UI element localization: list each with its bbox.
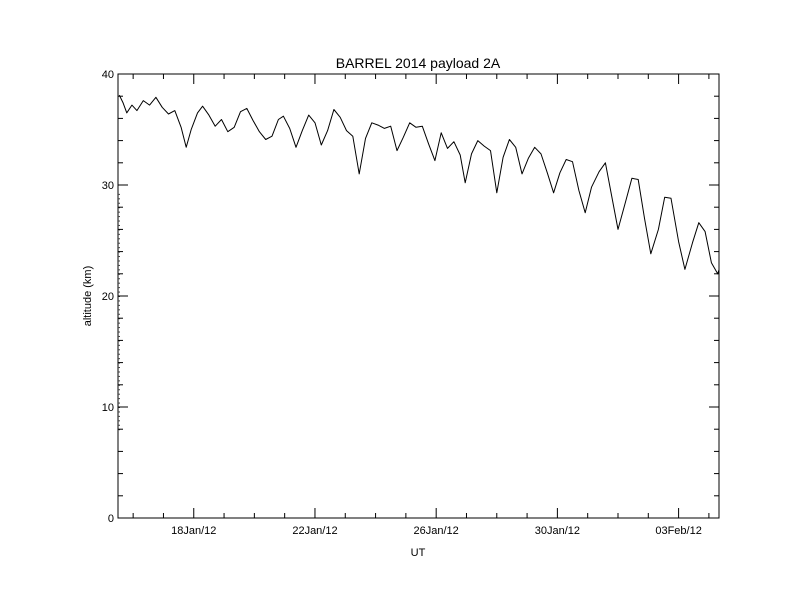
scatter-point [118,264,120,266]
scatter-point [118,238,120,240]
scatter-point [118,429,120,431]
scatter-point [118,398,120,400]
scatter-point [118,304,120,306]
scatter-point [118,415,120,417]
scatter-point [118,229,120,231]
scatter-point [118,287,120,289]
scatter-point [118,273,120,275]
x-axis-label: UT [411,547,426,559]
scatter-point [118,269,120,271]
scatter-point [118,224,120,226]
scatter-point [118,193,120,195]
altitude-series-line [118,94,719,275]
scatter-point [118,402,120,404]
scatter-point [118,411,120,413]
x-tick-label: 18Jan/12 [171,525,216,537]
scatter-point [118,384,120,386]
scatter-point [118,318,120,320]
tick-labels: 0 10 20 30 40 18Jan/12 22Jan/12 26Jan/12 30Jan/1… [102,69,702,537]
scatter-point [118,282,120,284]
scatter-point [118,331,120,333]
scatter-point [118,389,120,391]
scatter-point [118,358,120,360]
x-tick-label: 03Feb/12 [655,525,701,537]
scatter-point [118,260,120,262]
y-axis-label: altitude (km) [82,266,94,327]
scatter-point [118,340,120,342]
y-tick-label: 30 [102,180,114,192]
scatter-point [118,375,120,377]
scatter-point [118,202,120,204]
y-tick-label: 20 [102,291,114,303]
y-tick-label: 40 [102,69,114,81]
scatter-point [118,247,120,249]
y-tick-label: 10 [102,402,114,414]
scatter-point [118,380,120,382]
scatter-point [118,407,120,408]
scatter-point [118,291,120,293]
scatter-point [118,349,120,351]
scatter-point [118,251,120,253]
x-tick-label: 22Jan/12 [292,525,337,537]
scatter-point [118,353,120,355]
x-tick-label: 26Jan/12 [414,525,459,537]
scatter-point [118,256,120,258]
chart-title: BARREL 2014 payload 2A [336,55,501,71]
scatter-point [118,424,120,426]
axis-ticks [118,73,719,519]
scatter-point [118,207,120,209]
scatter-point [118,393,120,395]
scatter-point [118,371,120,373]
scatter-point [118,335,120,337]
scatter-point [118,309,120,311]
y-tick-label: 0 [108,513,114,525]
scatter-point [118,220,120,222]
data-layer [118,94,719,431]
scatter-point [118,233,120,235]
scatter-point [118,344,120,346]
scatter-point [118,300,120,302]
scatter-point [118,242,120,244]
scatter-point [118,216,120,218]
scatter-point [118,327,120,329]
scatter-point [118,367,120,369]
scatter-point [118,198,120,200]
scatter-point [118,211,120,213]
series-group [118,94,719,431]
scatter-point [118,322,120,324]
x-tick-label: 30Jan/12 [535,525,580,537]
scatter-point [118,296,120,297]
scatter-point [118,278,120,280]
scatter-point [118,313,120,315]
scatter-point [118,362,120,364]
scatter-point [118,420,120,422]
